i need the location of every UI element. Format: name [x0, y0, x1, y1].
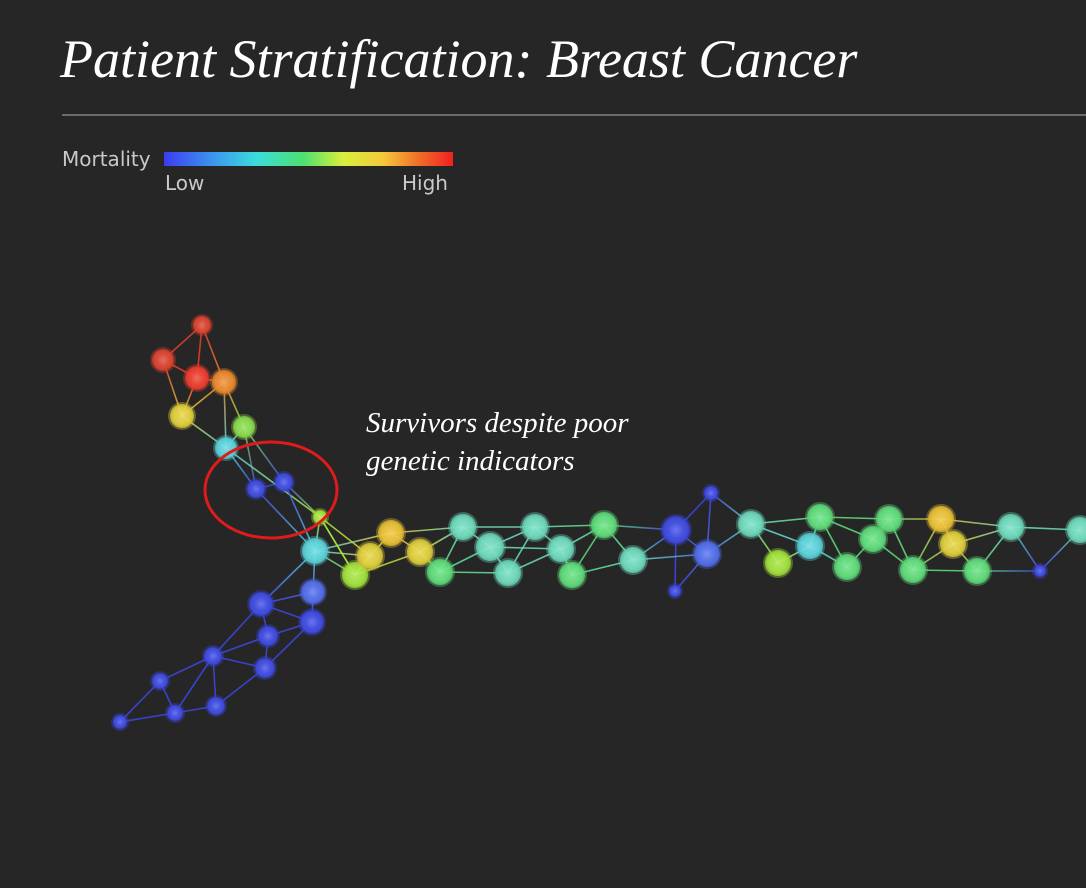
network-node [667, 583, 683, 599]
network-node [165, 703, 185, 723]
annotation-highlight-ellipse [203, 440, 339, 540]
annotation-line-2: genetic indicators [366, 445, 575, 477]
network-node [253, 656, 277, 680]
network-node [874, 504, 904, 534]
network-node [660, 514, 692, 546]
network-node [202, 645, 224, 667]
network-node [247, 590, 275, 618]
annotation-line-1: Survivors despite poor [366, 407, 629, 439]
network-node [355, 541, 385, 571]
network-node [546, 534, 576, 564]
network-node [938, 529, 968, 559]
network-node [273, 471, 295, 493]
network-node [150, 347, 176, 373]
network-edge [119, 712, 176, 723]
page-title: Patient Stratification: Breast Cancer [60, 29, 858, 89]
network-node [858, 524, 888, 554]
network-nodes [111, 314, 1086, 731]
mortality-legend: Mortality Low High [62, 145, 462, 200]
network-node [832, 552, 862, 582]
annotation-text: Survivors despite poor genetic indicator… [366, 404, 629, 480]
network-node [1032, 563, 1048, 579]
network-node [763, 548, 793, 578]
network-edge [225, 447, 321, 518]
network-edge [215, 667, 266, 707]
network-edge [243, 426, 285, 483]
network-node [618, 545, 648, 575]
network-node [299, 578, 327, 606]
network-node [805, 502, 835, 532]
network-edge [119, 680, 161, 723]
network-node [692, 539, 722, 569]
network-node [589, 510, 619, 540]
network-node [493, 558, 523, 588]
legend-low-label: Low [165, 171, 205, 195]
network-node [111, 713, 129, 731]
network-node [210, 368, 238, 396]
network-node [448, 512, 478, 542]
network-edge [159, 655, 214, 682]
network-node [300, 536, 330, 566]
network-node [520, 512, 550, 542]
network-node [996, 512, 1026, 542]
network-node [376, 518, 406, 548]
network-edge [174, 655, 214, 714]
legend-high-label: High [402, 171, 448, 195]
network-node [962, 556, 992, 586]
network-node [340, 560, 370, 590]
network-node [298, 608, 326, 636]
network-node [1065, 515, 1086, 545]
network-node [168, 402, 196, 430]
network-node [213, 435, 239, 461]
network-edge [255, 488, 316, 552]
title-divider [62, 114, 1086, 116]
network-node [205, 695, 227, 717]
network-node [926, 504, 956, 534]
legend-label: Mortality [62, 147, 151, 171]
network-node [191, 314, 213, 336]
legend-color-gradient [164, 152, 453, 166]
network-edge [314, 532, 392, 552]
network-node [474, 531, 506, 563]
network-node [256, 624, 280, 648]
network-node [231, 414, 257, 440]
network-node [425, 557, 455, 587]
network-node [150, 671, 170, 691]
network-node [702, 484, 720, 502]
network-node [245, 478, 267, 500]
network-node [795, 531, 825, 561]
network-node [898, 555, 928, 585]
network-node [557, 560, 587, 590]
network-node [736, 509, 766, 539]
network-node [405, 537, 435, 567]
network-node [183, 364, 211, 392]
